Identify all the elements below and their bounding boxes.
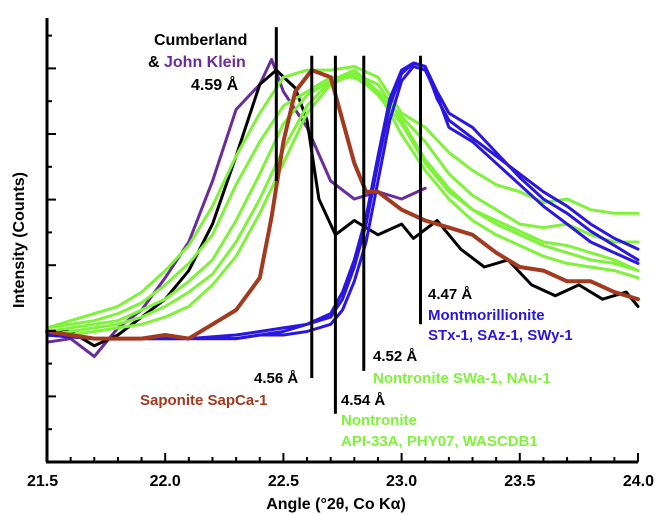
series-line-purple-0 xyxy=(45,57,427,358)
annotation-nontronite-samples: API-33A, PHY07, WASCDB1 xyxy=(341,433,538,450)
annotation-nontronite: Nontronite xyxy=(341,412,417,429)
annotation-john-klein: & John Klein xyxy=(148,54,246,71)
annotation-john-klein-label: John Klein xyxy=(164,54,246,71)
series-line-green-5 xyxy=(45,72,640,333)
annotation-4-54: 4.54 Å xyxy=(341,392,385,409)
series-line-green-7 xyxy=(45,72,640,337)
annotation-4-59: 4.59 Å xyxy=(191,75,239,94)
series-layer xyxy=(45,57,640,358)
ticks: 21.5 22.0 22.5 23.0 23.5 24.0 xyxy=(27,34,654,490)
x-tick-label-2: 22.5 xyxy=(268,473,299,490)
series-line-blue-8 xyxy=(45,61,640,341)
series-line-green-6 xyxy=(45,68,640,337)
x-axis-label: Angle (°2θ, Co Kα) xyxy=(266,496,406,513)
series-line-blue-10 xyxy=(45,65,640,341)
annotation-nontronite-swa: Nontronite SWa-1, NAu-1 xyxy=(373,370,551,387)
annotation-montmorillonite-samples: STx-1, SAz-1, SWy-1 xyxy=(428,327,573,344)
x-tick-label-3: 23.0 xyxy=(386,473,417,490)
annotation-4-47: 4.47 Å xyxy=(428,286,472,303)
reference-lines xyxy=(274,27,423,414)
axes xyxy=(45,18,638,464)
x-tick-label-0: 21.5 xyxy=(27,473,58,490)
annotation-montmorillonite: Montmorillionite xyxy=(428,307,545,324)
y-axis-label: Intensity (Counts) xyxy=(11,172,28,308)
annotations: Cumberland & John Klein 4.59 Å 4.47 Å Mo… xyxy=(140,32,573,450)
annotation-cumberland: Cumberland xyxy=(154,32,247,49)
annotation-4-56: 4.56 Å xyxy=(254,370,298,387)
annotation-ampersand: & xyxy=(148,54,164,71)
x-tick-label-1: 22.0 xyxy=(150,473,181,490)
annotation-4-52: 4.52 Å xyxy=(373,348,417,365)
annotation-saponite: Saponite SapCa-1 xyxy=(140,392,268,409)
x-tick-label-4: 23.5 xyxy=(504,473,535,490)
x-tick-label-5: 24.0 xyxy=(623,473,654,490)
